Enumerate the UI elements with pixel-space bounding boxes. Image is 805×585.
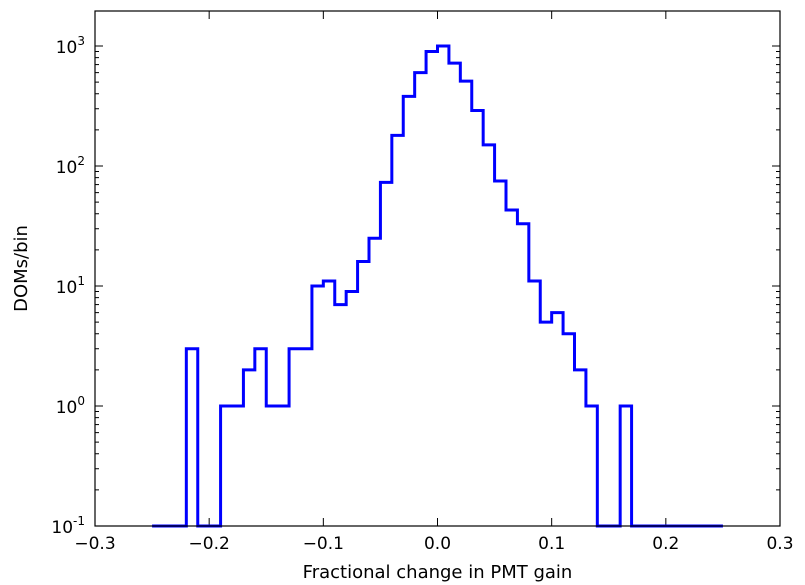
- x-tick-label: 0.2: [652, 534, 679, 554]
- plot-frame: [94, 10, 781, 527]
- y-tick-label: 103: [56, 34, 85, 58]
- x-axis-label: Fractional change in PMT gain: [303, 562, 573, 583]
- plot-background: [95, 11, 780, 526]
- y-axis-label: DOMs/bin: [11, 225, 32, 312]
- x-tick-label: 0.0: [424, 534, 451, 554]
- y-tick-label: 102: [56, 154, 85, 178]
- y-axis-ticks: 10-1 100 101 102 103: [51, 34, 780, 538]
- y-tick-label: 100: [56, 394, 85, 418]
- x-axis-ticks: −0.3 −0.2 −0.1 0.0 0.1 0.2 0.3: [74, 11, 794, 554]
- x-tick-label: 0.3: [766, 534, 793, 554]
- x-tick-label: −0.2: [189, 534, 230, 554]
- x-tick-label: −0.1: [303, 534, 344, 554]
- y-tick-label: 10-1: [51, 514, 85, 538]
- y-tick-label: 101: [56, 274, 85, 298]
- x-tick-label: 0.1: [538, 534, 565, 554]
- x-tick-label: −0.3: [74, 534, 115, 554]
- histogram-series-line: [152, 44, 723, 528]
